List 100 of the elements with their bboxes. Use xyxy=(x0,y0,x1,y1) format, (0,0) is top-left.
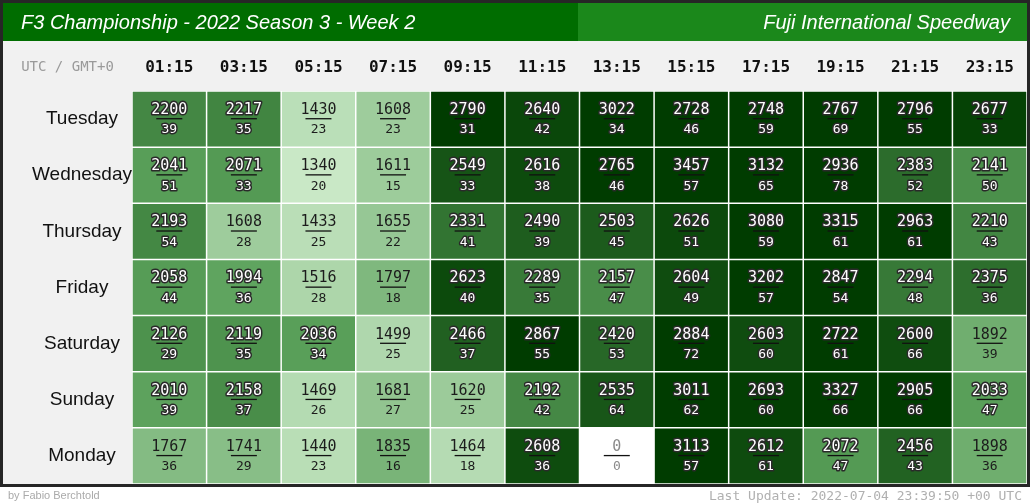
annotation: 42 xyxy=(534,402,551,418)
data-label: 2119 xyxy=(225,324,262,343)
x-tick-label: 17:15 xyxy=(741,56,791,76)
y-tick-label: Friday xyxy=(55,275,109,297)
data-label: 2790 xyxy=(449,99,486,118)
data-label: 2158 xyxy=(225,380,262,399)
x-tick-label: 15:15 xyxy=(667,56,716,76)
annotation: 15 xyxy=(385,177,401,193)
data-label: 1898 xyxy=(971,436,1008,455)
data-label: 3457 xyxy=(673,156,710,175)
data-label: 2126 xyxy=(151,324,188,343)
annotation: 46 xyxy=(683,121,700,137)
annotation: 35 xyxy=(236,346,252,362)
data-label: 2141 xyxy=(971,156,1008,175)
annotation: 72 xyxy=(683,346,700,362)
annotation: 38 xyxy=(534,177,551,193)
data-label: 1440 xyxy=(300,436,337,455)
data-label: 1681 xyxy=(374,380,412,399)
data-label: 3113 xyxy=(673,436,710,455)
annotation: 52 xyxy=(907,177,923,193)
chart-subtitle: Fuji International Speedway xyxy=(763,10,1010,35)
annotation: 36 xyxy=(981,289,998,305)
annotation: 36 xyxy=(236,289,252,305)
x-tick-label: 01:15 xyxy=(145,56,194,76)
y-tick-label: Monday xyxy=(48,444,117,466)
data-label: 0 xyxy=(612,436,622,455)
data-label: 3080 xyxy=(747,212,785,231)
data-label: 1608 xyxy=(374,99,412,118)
data-label: 1340 xyxy=(300,156,337,175)
annotation: 57 xyxy=(683,177,700,193)
annotation: 57 xyxy=(758,289,774,305)
data-label: 2604 xyxy=(673,268,710,287)
data-label: 2383 xyxy=(897,156,934,175)
annotation: 55 xyxy=(534,346,551,362)
annotation: 61 xyxy=(832,346,849,362)
annotation: 25 xyxy=(310,233,327,249)
annotation: 55 xyxy=(907,121,923,137)
annotation: 43 xyxy=(981,233,998,249)
annotation: 57 xyxy=(683,458,700,474)
annotation: 28 xyxy=(236,233,252,249)
data-label: 2549 xyxy=(449,156,486,175)
data-label: 2603 xyxy=(747,324,785,343)
data-label: 3202 xyxy=(747,268,785,287)
data-label: 2867 xyxy=(524,324,561,343)
annotation: 39 xyxy=(981,346,998,362)
annotation: 37 xyxy=(236,402,252,418)
x-tick-label: 05:15 xyxy=(294,56,343,76)
annotation: 49 xyxy=(683,289,700,305)
annotation: 41 xyxy=(459,233,476,249)
annotation: 25 xyxy=(385,346,401,362)
annotation: 48 xyxy=(907,289,923,305)
data-label: 2612 xyxy=(747,436,785,455)
data-label: 3011 xyxy=(673,380,710,399)
annotation: 18 xyxy=(459,458,476,474)
annotation: 64 xyxy=(608,402,625,418)
data-label: 2420 xyxy=(598,324,635,343)
data-label: 2796 xyxy=(897,99,934,118)
annotation: 51 xyxy=(161,177,178,193)
annotation: 62 xyxy=(683,402,700,418)
data-label: 1994 xyxy=(225,268,262,287)
annotation: 36 xyxy=(161,458,178,474)
data-label: 2456 xyxy=(897,436,934,455)
data-label: 1767 xyxy=(151,436,188,455)
annotation: 37 xyxy=(459,346,476,362)
annotation: 61 xyxy=(758,458,774,474)
data-label: 3327 xyxy=(822,380,859,399)
annotation: 46 xyxy=(608,177,625,193)
chart-title: F3 Championship - 2022 Season 3 - Week 2 xyxy=(21,10,416,35)
data-label: 2847 xyxy=(822,268,859,287)
data-label: 2722 xyxy=(822,324,859,343)
data-label: 3315 xyxy=(822,212,859,231)
annotation: 33 xyxy=(981,121,998,137)
data-label: 2036 xyxy=(300,324,337,343)
annotation: 39 xyxy=(161,121,178,137)
data-label: 2217 xyxy=(225,99,262,118)
data-label: 2767 xyxy=(822,99,859,118)
annotation: 27 xyxy=(385,402,401,418)
annotation: 61 xyxy=(907,233,923,249)
annotation: 59 xyxy=(758,121,774,137)
annotation: 42 xyxy=(534,121,551,137)
annotation: 25 xyxy=(459,402,476,418)
annotation: 40 xyxy=(459,289,476,305)
annotation: 59 xyxy=(758,233,774,249)
annotation: 23 xyxy=(310,458,327,474)
annotation: 66 xyxy=(907,402,923,418)
annotation: 60 xyxy=(758,402,774,418)
data-label: 1892 xyxy=(971,324,1008,343)
data-label: 1741 xyxy=(225,436,262,455)
data-label: 2033 xyxy=(971,380,1008,399)
annotation: 54 xyxy=(161,233,178,249)
data-label: 1797 xyxy=(374,268,412,287)
text: Last Update: 2022-07-04 23:39:50 +00 UTC xyxy=(708,488,1022,503)
data-label: 2157 xyxy=(598,268,635,287)
y-tick-label: Sunday xyxy=(49,388,115,410)
data-label: 2041 xyxy=(151,156,188,175)
annotation: 61 xyxy=(832,233,849,249)
annotation: 26 xyxy=(310,402,327,418)
x-tick-label: 23:15 xyxy=(965,56,1014,76)
annotation: 29 xyxy=(161,346,178,362)
data-label: 1608 xyxy=(225,212,262,231)
